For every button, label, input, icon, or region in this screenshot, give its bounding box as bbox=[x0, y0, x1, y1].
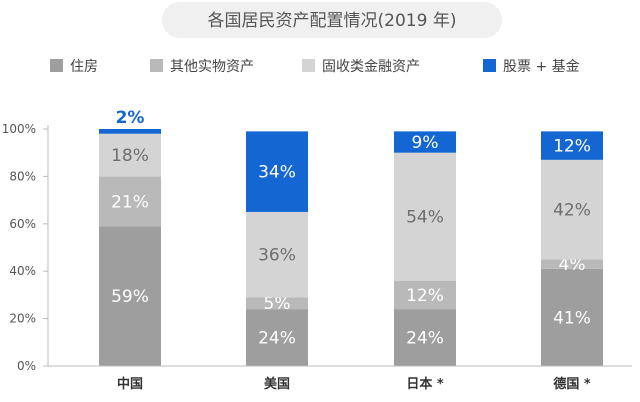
bar-value-label: 42% bbox=[553, 201, 591, 221]
legend-label: 其他实物资产 bbox=[170, 59, 254, 75]
x-category-label: 美国 bbox=[264, 376, 290, 392]
title-pill bbox=[162, 2, 502, 38]
bar-segment bbox=[541, 131, 603, 160]
bars: 59% 21% 18% 2% 24% 5% 36% 34% 24% 12% 54% 9% 41% 4% 42… bbox=[99, 108, 603, 366]
y-tick-label: 100% bbox=[2, 122, 36, 136]
bar-segment bbox=[394, 280, 456, 310]
bar-segment bbox=[99, 133, 161, 177]
x-category-label: 日本 * bbox=[406, 376, 444, 392]
chart-title: 各国居民资产配置情况(2019 年) bbox=[162, 2, 502, 38]
bar-value-label: 41% bbox=[553, 308, 591, 328]
legend-label: 股票 + 基金 bbox=[503, 58, 580, 75]
legend-label: 固收类金融资产 bbox=[322, 59, 420, 75]
bar-segment bbox=[541, 268, 603, 366]
bar-segment bbox=[246, 131, 308, 212]
y-tick-label: 80% bbox=[9, 169, 36, 183]
legend-swatch bbox=[302, 59, 315, 72]
y-axis: 0% 20% 40% 60% 80% 100% bbox=[2, 122, 49, 373]
bar-segment bbox=[246, 297, 308, 310]
bar-segment bbox=[394, 309, 456, 366]
bar-segment bbox=[394, 152, 456, 281]
chart-title-text: 各国居民资产配置情况(2019 年) bbox=[208, 11, 457, 31]
bar-value-label: 59% bbox=[111, 287, 149, 307]
y-tick-label: 60% bbox=[9, 217, 36, 231]
bar-segment bbox=[99, 129, 161, 134]
y-tick-label: 20% bbox=[9, 312, 36, 326]
bar-value-label: 36% bbox=[258, 246, 296, 266]
x-category-label: 德国 * bbox=[553, 376, 591, 392]
bar-segment bbox=[541, 159, 603, 260]
bar-segment bbox=[99, 176, 161, 227]
y-tick-label: 40% bbox=[9, 264, 36, 278]
bar-value-label: 4% bbox=[559, 255, 586, 275]
bar-value-label: 9% bbox=[412, 133, 439, 153]
x-category-label: 中国 bbox=[117, 376, 143, 392]
legend-swatch bbox=[50, 59, 63, 72]
bar-value-label: 2% bbox=[116, 108, 145, 128]
bar-value-label: 18% bbox=[111, 146, 149, 166]
bar-segment bbox=[99, 226, 161, 366]
bar-value-label: 24% bbox=[406, 329, 444, 349]
bar-value-label: 21% bbox=[111, 192, 149, 212]
legend-label: 住房 bbox=[70, 59, 98, 75]
legend-swatch bbox=[150, 59, 163, 72]
bar-segment bbox=[394, 131, 456, 153]
bar-segment bbox=[246, 211, 308, 298]
bar-segment bbox=[246, 309, 308, 366]
x-axis: 中国 美国 日本 * 德国 * bbox=[48, 365, 632, 392]
legend: 住房 其他实物资产 固收类金融资产 股票 + 基金 bbox=[50, 58, 580, 75]
bar-value-label: 24% bbox=[258, 329, 296, 349]
bar-value-label: 54% bbox=[406, 208, 444, 228]
bar-value-label: 12% bbox=[406, 286, 444, 306]
bar-value-label: 34% bbox=[258, 163, 296, 183]
bar-value-label: 12% bbox=[553, 137, 591, 157]
y-tick-label: 0% bbox=[17, 359, 36, 373]
bar-value-label: 5% bbox=[264, 294, 291, 314]
bar-segment bbox=[541, 259, 603, 269]
legend-swatch bbox=[483, 59, 496, 72]
